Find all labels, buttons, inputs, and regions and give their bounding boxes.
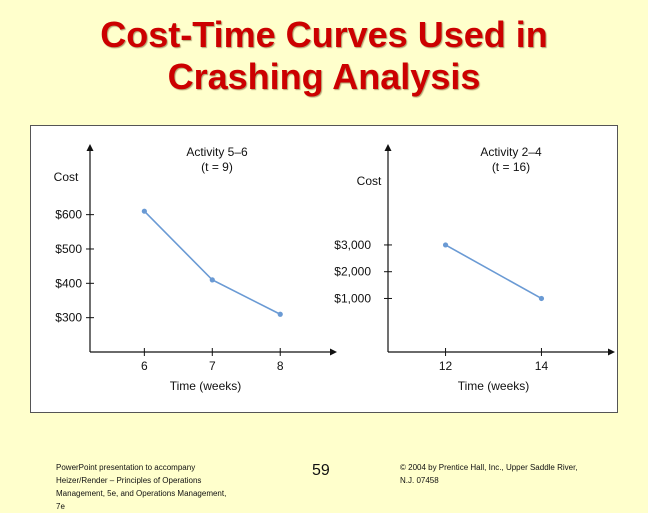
- y-axis-arrow-icon: [384, 144, 392, 151]
- footer-credit-line: Management, 5e, and Operations Managemen…: [56, 489, 227, 498]
- footer-copyright-line: © 2004 by Prentice Hall, Inc., Upper Sad…: [400, 463, 578, 472]
- data-point: [277, 311, 283, 317]
- x-axis-arrow-icon: [608, 348, 615, 356]
- slide-title-line-1: Cost-Time Curves Used in: [100, 14, 548, 55]
- y-tick-label: $600: [55, 208, 82, 222]
- y-axis-label: Cost: [54, 170, 79, 184]
- y-tick-label: $1,000: [334, 291, 371, 305]
- x-axis-label: Time (weeks): [170, 379, 242, 393]
- y-axis-arrow-icon: [86, 144, 94, 151]
- y-tick-label: $500: [55, 242, 82, 256]
- x-tick-label: 12: [439, 359, 453, 373]
- footer-credit-line: 7e: [56, 502, 65, 511]
- x-tick-label: 14: [535, 359, 549, 373]
- chart-title: Activity 5–6: [186, 145, 248, 159]
- y-axis-label: Cost: [357, 174, 382, 188]
- x-axis-arrow-icon: [330, 348, 337, 356]
- y-tick-label: $400: [55, 276, 82, 290]
- chart-subtitle: (t = 9): [201, 160, 233, 174]
- data-point: [209, 277, 215, 283]
- slide-title-line-2: Crashing Analysis: [167, 56, 481, 97]
- footer-copyright-line: N.J. 07458: [400, 476, 439, 485]
- footer-copyright: © 2004 by Prentice Hall, Inc., Upper Sad…: [400, 461, 630, 487]
- cost-time-line: [143, 210, 281, 315]
- chart-subtitle: (t = 16): [492, 160, 530, 174]
- y-tick-label: $3,000: [334, 238, 371, 252]
- x-tick-label: 6: [141, 359, 148, 373]
- chart-title: Activity 2–4: [480, 145, 542, 159]
- x-axis-label: Time (weeks): [458, 379, 530, 393]
- footer-credit: PowerPoint presentation to accompany Hei…: [56, 461, 271, 513]
- footer-credit-line: Heizer/Render – Principles of Operations: [56, 476, 202, 485]
- y-tick-label: $300: [55, 311, 82, 325]
- x-tick-label: 8: [277, 359, 284, 373]
- y-tick-label: $2,000: [334, 265, 371, 279]
- chart-figure: Activity 5–6 (t = 9) Cost Time (weeks) $600 $…: [30, 125, 618, 413]
- cost-time-charts: Activity 5–6(t = 9) Cost Time (weeks) $600 $…: [54, 144, 615, 393]
- data-point: [538, 295, 545, 302]
- footer-credit-line: PowerPoint presentation to accompany: [56, 463, 196, 472]
- data-point: [442, 242, 449, 248]
- cost-time-line: [445, 244, 542, 300]
- page-number: 59: [312, 462, 330, 479]
- data-point: [141, 208, 147, 214]
- x-tick-label: 7: [209, 359, 216, 373]
- slide-title: Cost-Time Curves Used in Crashing Analys…: [0, 14, 648, 98]
